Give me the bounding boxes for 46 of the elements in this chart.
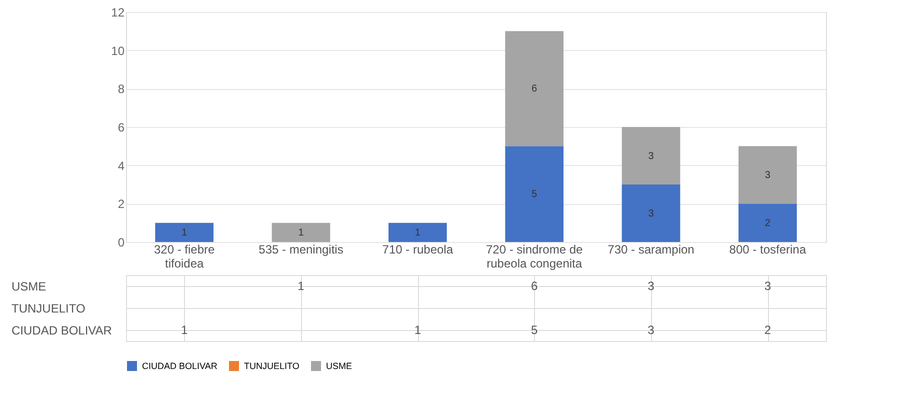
text: 1 [182, 227, 188, 238]
x-tick-label: 710 - rubeola [382, 242, 454, 256]
text: USME [12, 280, 46, 294]
bar [505, 31, 564, 146]
text: 2 [764, 218, 770, 229]
bar [388, 222, 447, 242]
y-tick-label: 12 [111, 6, 125, 20]
text: 5 [532, 189, 538, 200]
bar [738, 204, 797, 242]
data-label: 2 [764, 323, 772, 337]
bar [505, 146, 564, 242]
text: 1 [414, 227, 420, 238]
data-label: 3 [764, 279, 772, 293]
data-label: 1 [180, 323, 188, 337]
text: 3 [648, 208, 654, 220]
text: 3 [648, 150, 654, 162]
legend-label: TUNJUELITO [244, 361, 300, 371]
legend-label: CIUDAD BOLIVAR [142, 361, 218, 371]
x-tick-label: 720 - sindrome de rubeola congenita [486, 242, 584, 270]
bar [272, 222, 330, 242]
data-label: 3 [648, 279, 655, 293]
x-tick-label: 800 - tosferina [729, 242, 806, 256]
text: 3 [764, 170, 770, 181]
data-label: 5 [530, 323, 538, 337]
text: TUNJUELITO [12, 302, 86, 316]
y-tick-label: 8 [118, 82, 125, 96]
x-tick-label: 535 - meningitis [258, 242, 344, 256]
y-tick-label: 4 [118, 158, 125, 173]
y-tick-label: 6 [118, 120, 125, 134]
y-tick-label: 10 [111, 44, 125, 58]
y-tick-label: 2 [118, 197, 125, 212]
data-label: 6 [530, 279, 538, 293]
bar [738, 146, 797, 204]
legend-label: USME [326, 361, 352, 371]
data-label: 1 [298, 279, 305, 293]
text: 1 [298, 227, 304, 238]
data-label: 1 [414, 323, 422, 337]
bar [155, 222, 214, 242]
text: CIUDAD BOLIVAR [12, 324, 112, 338]
y-tick-label: 0 [118, 236, 125, 250]
data-label: 3 [648, 323, 655, 337]
text: 6 [532, 84, 538, 95]
bar [622, 127, 680, 184]
x-tick-label: 320 - fiebre tifoidea [154, 242, 216, 270]
x-tick-label: 730 - sarampion [608, 242, 694, 256]
bar [622, 184, 680, 242]
